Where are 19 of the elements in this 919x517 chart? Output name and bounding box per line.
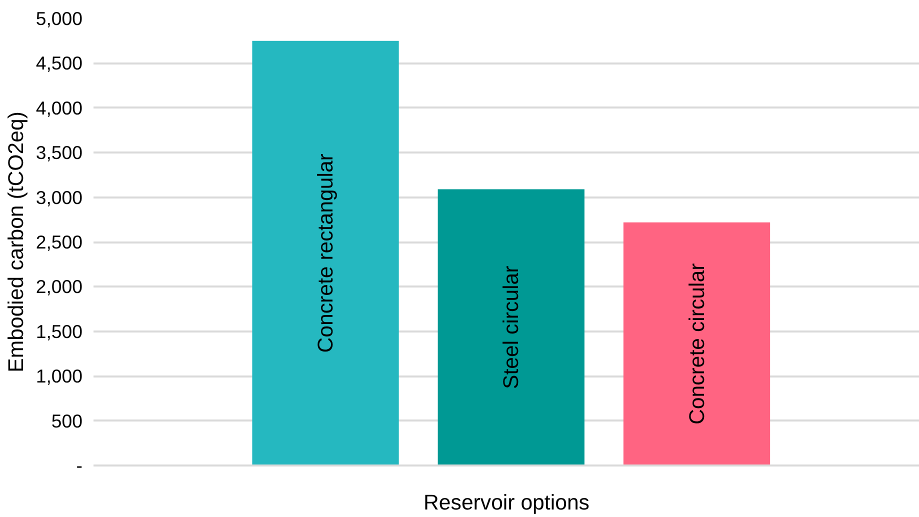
y-tick-label: 1,500 <box>36 320 82 342</box>
x-tick-label: Steel circular <box>499 266 524 390</box>
x-tick-label: Concrete rectangular <box>314 154 338 353</box>
x-axis-title: Reservoir options <box>424 490 590 514</box>
bar <box>252 40 399 466</box>
bar <box>438 189 584 466</box>
y-tick-label: 500 <box>51 410 83 432</box>
y-tick-label: 2,000 <box>36 276 82 298</box>
y-axis-title: Embodied carbon (tCO2eq) <box>4 112 28 372</box>
y-tick-label: 3,000 <box>36 186 82 208</box>
y-tick-label: 2,500 <box>36 232 82 252</box>
y-tick-label: 1,000 <box>36 366 82 387</box>
bar <box>623 222 770 466</box>
y-tick-label: 4,500 <box>36 52 82 74</box>
x-tick-label: Concrete circular <box>684 263 709 425</box>
y-tick-label: 4,000 <box>36 97 82 118</box>
y-tick-label: 5,000 <box>36 8 82 29</box>
y-tick-label: - <box>76 455 83 476</box>
y-tick-label: 3,500 <box>36 142 82 164</box>
